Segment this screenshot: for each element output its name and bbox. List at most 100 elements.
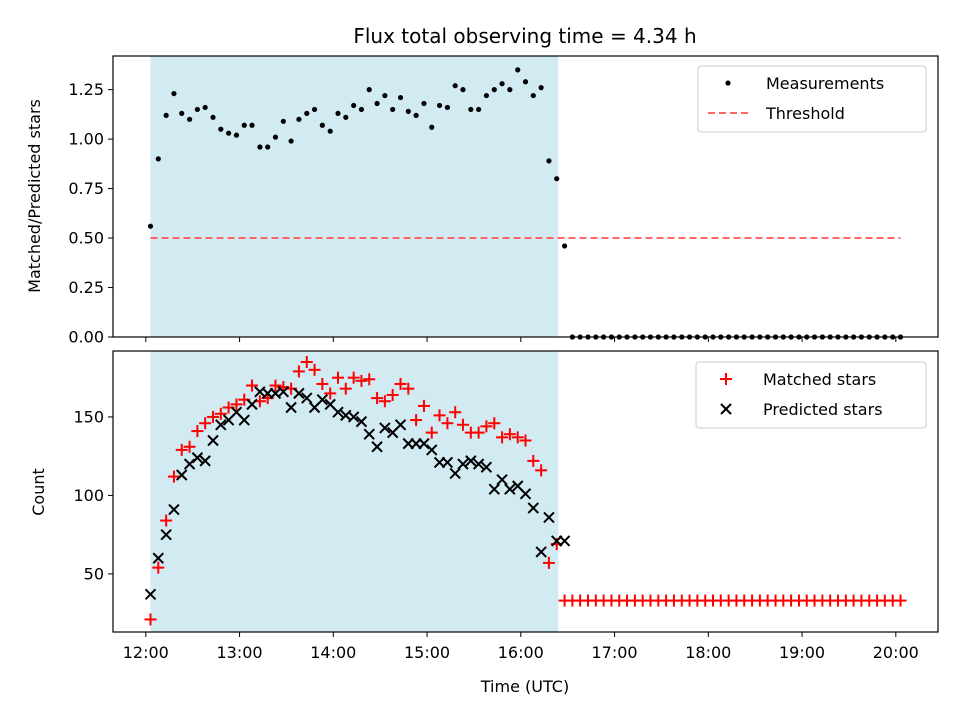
matched-point xyxy=(441,417,454,430)
legend-measurements-label: Measurements xyxy=(766,74,884,93)
matched-point xyxy=(894,594,907,607)
predicted-point xyxy=(183,458,196,470)
measurement-point xyxy=(499,81,505,87)
matched-point xyxy=(417,399,430,412)
y-tick-label: 100 xyxy=(73,486,104,505)
predicted-point xyxy=(418,437,430,450)
matched-point xyxy=(456,418,469,431)
matched-point xyxy=(347,371,360,384)
measurement-point xyxy=(452,83,458,89)
x-tick-label: 13:00 xyxy=(217,643,263,662)
measurement-point xyxy=(225,130,232,136)
legend-predicted-marker xyxy=(720,403,732,415)
predicted-point xyxy=(191,452,204,464)
matched-point xyxy=(292,365,305,378)
measurement-point xyxy=(476,106,482,113)
matched-point xyxy=(183,440,196,453)
predicted-point xyxy=(347,411,360,423)
matched-point xyxy=(191,425,204,438)
measurement-point xyxy=(288,138,294,144)
y-tick-label: 1.25 xyxy=(68,80,104,99)
matched-point xyxy=(371,392,384,405)
measurement-point xyxy=(171,90,177,97)
predicted-point xyxy=(316,393,329,406)
plot-frame xyxy=(112,55,939,338)
measurement-point xyxy=(390,106,396,113)
matched-point xyxy=(152,561,165,574)
matched-point xyxy=(378,395,391,408)
legend-matched-marker xyxy=(720,373,732,385)
matched-point xyxy=(355,374,368,387)
measurement-point xyxy=(304,110,310,116)
measurement-point xyxy=(405,108,411,115)
predicted-point xyxy=(168,503,180,516)
predicted-point xyxy=(293,387,305,400)
matched-point xyxy=(175,443,188,456)
y-tick-label: 0.25 xyxy=(68,278,104,297)
measurement-point xyxy=(358,106,365,113)
predicted-point xyxy=(285,401,297,414)
y-tick-label: 0.50 xyxy=(68,229,104,248)
measurement-point xyxy=(249,122,255,128)
matched-point xyxy=(542,556,555,569)
matched-point xyxy=(160,514,173,527)
measurement-point xyxy=(460,87,466,93)
matched-point xyxy=(527,454,540,467)
predicted-point xyxy=(535,546,547,558)
y-tick-label: 150 xyxy=(73,407,104,426)
measurement-point xyxy=(429,124,435,130)
measurement-point xyxy=(296,116,302,122)
observing-span xyxy=(150,56,559,337)
predicted-point xyxy=(465,455,477,467)
measurement-point xyxy=(436,102,443,109)
matched-point xyxy=(503,428,516,441)
legend-predicted-label: Predicted stars xyxy=(763,400,883,419)
predicted-point xyxy=(488,483,500,495)
predicted-point xyxy=(449,467,461,480)
measurement-point xyxy=(327,128,333,134)
measurement-point xyxy=(413,112,419,118)
matched-point xyxy=(316,377,329,390)
measurement-point xyxy=(311,106,318,113)
predicted-point xyxy=(355,415,368,428)
measurement-point xyxy=(343,114,349,120)
predicted-point xyxy=(371,441,383,453)
count-legend-box xyxy=(695,361,927,429)
predicted-point xyxy=(527,502,539,514)
x-tick-label: 12:00 xyxy=(123,643,169,662)
measurement-point xyxy=(155,156,161,162)
matched-point xyxy=(207,410,220,423)
matched-point xyxy=(511,431,524,444)
legend-threshold-label: Threshold xyxy=(765,104,845,123)
matched-point xyxy=(488,417,501,430)
measurement-point xyxy=(522,79,529,85)
count-panel: 50 100 150 12:00 13:00 14:00 15:00 16:00 17:00 18… xyxy=(29,350,939,696)
predicted-point xyxy=(504,483,516,495)
measurement-point xyxy=(147,223,154,229)
measurement-point xyxy=(218,126,224,132)
measurement-point xyxy=(483,92,490,99)
measurement-point xyxy=(507,87,513,93)
predicted-point xyxy=(238,414,250,426)
count-legend: Matched stars Predicted stars xyxy=(695,361,927,429)
count-marks xyxy=(144,355,907,626)
matched-point xyxy=(308,363,321,376)
matched-point xyxy=(324,387,337,400)
measurement-point xyxy=(515,67,521,73)
count-axes: 50 100 150 12:00 13:00 14:00 15:00 16:00 17:00 18… xyxy=(73,350,939,662)
ratio-legend: Measurements Threshold xyxy=(697,65,927,133)
matched-point xyxy=(394,377,407,390)
measurement-point xyxy=(561,243,568,249)
predicted-point xyxy=(152,552,164,564)
ratio-y-axis-label: Matched/Predicted stars xyxy=(25,99,44,293)
matched-point xyxy=(199,417,212,430)
measurement-point xyxy=(397,94,404,101)
predicted-point xyxy=(496,474,508,486)
x-tick-label: 14:00 xyxy=(310,643,356,662)
measurement-point xyxy=(382,92,388,99)
measurement-point xyxy=(179,110,185,116)
predicted-point xyxy=(394,419,407,431)
x-tick-label: 20:00 xyxy=(873,643,919,662)
matched-point xyxy=(339,382,352,395)
predicted-point xyxy=(426,444,438,456)
